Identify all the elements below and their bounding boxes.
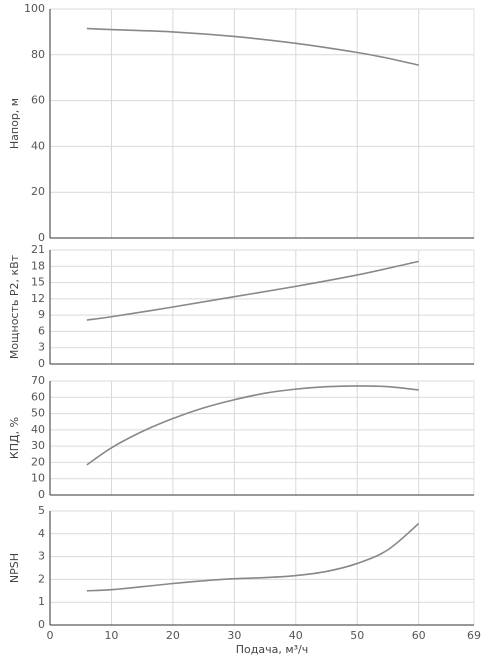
curve-layer bbox=[86, 27, 420, 592]
y-tick-label: 18 bbox=[31, 259, 45, 272]
y-tick-label: 0 bbox=[38, 488, 45, 501]
y-tick-label: 21 bbox=[31, 243, 45, 256]
y-axis-title: Мощность P2, кВт bbox=[8, 254, 21, 359]
y-tick-label: 15 bbox=[31, 276, 45, 289]
y-tick-label: 20 bbox=[31, 455, 45, 468]
x-tick-label: 40 bbox=[289, 629, 303, 642]
y-tick-label: 1 bbox=[38, 595, 45, 608]
y-tick-label: 12 bbox=[31, 292, 45, 305]
x-tick-label: 30 bbox=[227, 629, 241, 642]
y-tick-label: 3 bbox=[38, 550, 45, 563]
y-tick-label: 40 bbox=[31, 139, 45, 152]
y-tick-label: 80 bbox=[31, 48, 45, 61]
plot-frame bbox=[49, 249, 475, 365]
y-axis-title: NPSH bbox=[8, 553, 21, 583]
y-tick-label: 4 bbox=[38, 527, 45, 540]
y-tick-label: 50 bbox=[31, 407, 45, 420]
x-tick-label: 20 bbox=[166, 629, 180, 642]
y-tick-label: 3 bbox=[38, 341, 45, 354]
y-axis-title: Напор, м bbox=[8, 98, 21, 149]
x-tick-label: 50 bbox=[350, 629, 364, 642]
y-tick-label: 20 bbox=[31, 185, 45, 198]
y-tick-label: 0 bbox=[38, 357, 45, 370]
plot-frame bbox=[49, 8, 475, 239]
y-tick-label: 5 bbox=[38, 504, 45, 517]
series-line bbox=[86, 27, 419, 66]
y-tick-label: 6 bbox=[38, 324, 45, 337]
y-tick-label: 60 bbox=[31, 94, 45, 107]
plot-frame bbox=[49, 380, 475, 496]
y-axis-title: КПД, % bbox=[8, 417, 21, 459]
series-line bbox=[86, 522, 420, 592]
y-tick-label: 0 bbox=[38, 618, 45, 631]
y-tick-label: 0 bbox=[38, 231, 45, 244]
y-tick-label: 70 bbox=[31, 374, 45, 387]
series-line bbox=[86, 385, 419, 466]
y-tick-label: 100 bbox=[24, 2, 45, 15]
y-tick-label: 30 bbox=[31, 439, 45, 452]
x-axis-title: Подача, м³/ч bbox=[236, 643, 309, 656]
series-line bbox=[86, 260, 419, 321]
y-tick-label: 40 bbox=[31, 423, 45, 436]
x-tick-label: 69 bbox=[467, 629, 481, 642]
plot-frame bbox=[49, 510, 475, 626]
y-tick-label: 60 bbox=[31, 390, 45, 403]
y-tick-label: 2 bbox=[38, 572, 45, 585]
x-tick-label: 60 bbox=[412, 629, 426, 642]
y-tick-label: 9 bbox=[38, 308, 45, 321]
x-tick-label: 0 bbox=[47, 629, 54, 642]
y-tick-label: 10 bbox=[31, 472, 45, 485]
axes-layer bbox=[49, 9, 474, 626]
x-tick-label: 10 bbox=[104, 629, 118, 642]
